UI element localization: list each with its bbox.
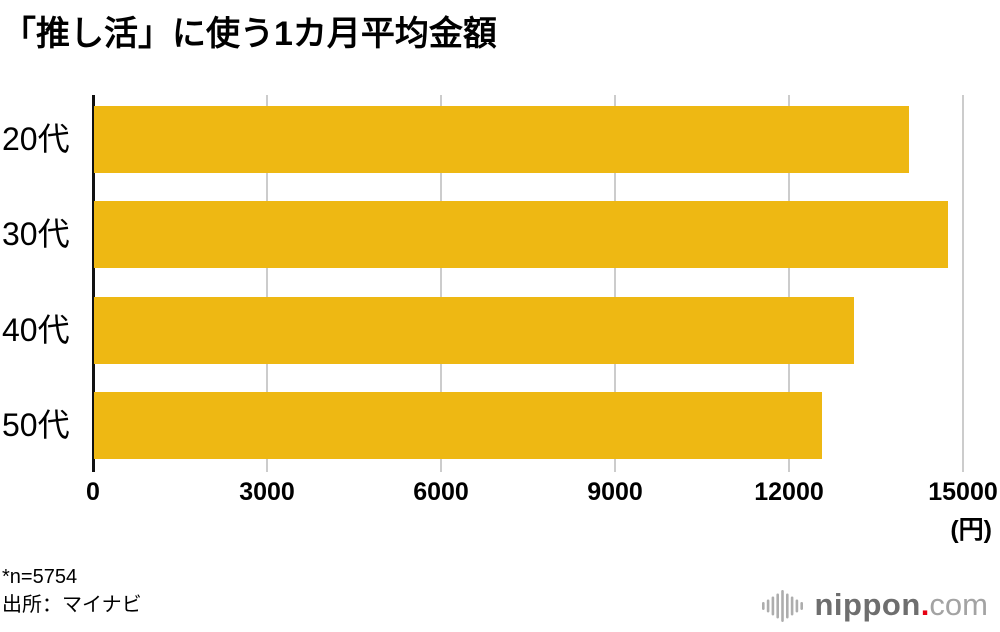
bar-40代 xyxy=(94,296,854,364)
footnote-source: 出所：マイナビ xyxy=(2,594,142,616)
logo-text-nippon: nippon xyxy=(814,587,921,622)
x-axis-unit-label: (円) xyxy=(950,516,992,544)
gridline-6000 xyxy=(440,95,442,472)
gridline-3000 xyxy=(266,95,268,472)
gridline-12000 xyxy=(788,95,790,472)
category-label-20代: 20代 xyxy=(2,121,70,157)
nippon-com-logo: nippon.com xyxy=(761,585,989,625)
x-tick-label-12000: 12000 xyxy=(754,478,824,506)
x-tick-label-15000: 15000 xyxy=(928,478,998,506)
logo-text-dot: . xyxy=(920,587,930,622)
bar-30代 xyxy=(94,201,948,269)
category-label-30代: 30代 xyxy=(2,216,70,253)
category-label-40代: 40代 xyxy=(2,311,70,348)
bar-20代 xyxy=(94,106,909,173)
gridline-15000 xyxy=(962,95,964,472)
logo-text-com: com xyxy=(929,587,988,622)
category-label-50代: 50代 xyxy=(2,407,70,444)
x-tick-label-9000: 9000 xyxy=(587,478,643,506)
y-axis-line xyxy=(92,95,95,472)
footnotes: *n=5754 出所：マイナビ xyxy=(2,563,142,619)
footnote-sample-size: *n=5754 xyxy=(2,566,78,588)
chart-title: 「推し活」に使う1カ月平均金額 xyxy=(2,15,497,53)
x-tick-label-3000: 3000 xyxy=(239,478,295,506)
x-tick-label-0: 0 xyxy=(86,478,100,506)
gridline-9000 xyxy=(614,95,616,472)
waveform-icon xyxy=(761,590,803,622)
bar-50代 xyxy=(94,392,822,460)
logo-text: nippon.com xyxy=(815,585,989,625)
x-tick-label-6000: 6000 xyxy=(413,478,469,506)
